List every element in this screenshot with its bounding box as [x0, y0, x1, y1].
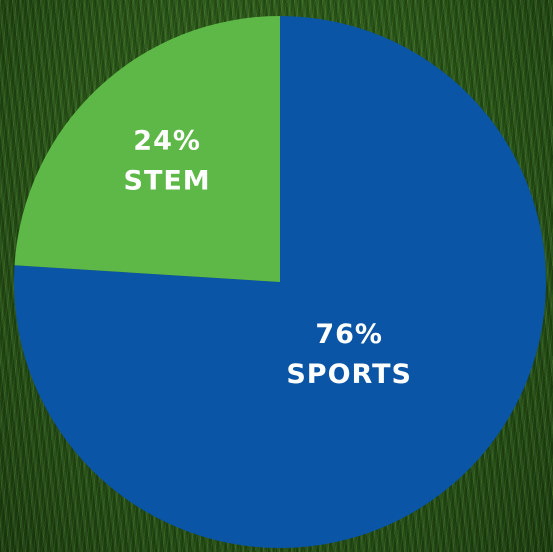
- slice-category-label: SPORTS: [286, 359, 412, 390]
- slice-value-label: 76%: [315, 319, 383, 350]
- pie-slice: [14, 16, 280, 282]
- slice-value-label: 24%: [133, 125, 201, 156]
- pie-slice: [14, 16, 546, 548]
- slice-category-label: STEM: [124, 165, 211, 196]
